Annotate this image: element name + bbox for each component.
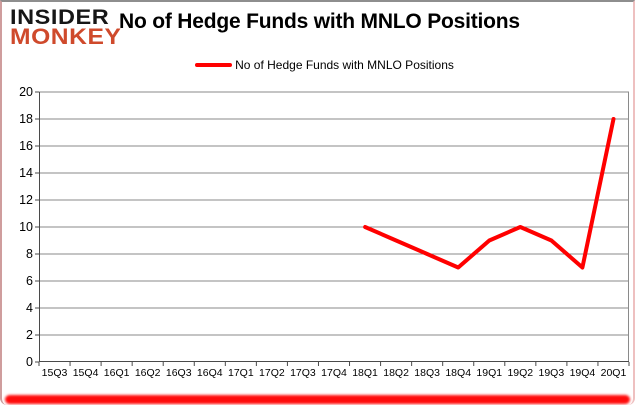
- x-tick-label: 15Q3: [41, 367, 68, 379]
- y-tick-label: 20: [19, 85, 33, 99]
- x-tick-label: 20Q1: [600, 367, 627, 379]
- insider-monkey-logo: INSIDER MONKEY: [10, 7, 121, 48]
- x-tick-label: 17Q4: [321, 367, 347, 379]
- y-tick-label: 18: [19, 112, 33, 126]
- logo-insider-text: INSIDER: [10, 6, 110, 29]
- x-tick-label: 19Q1: [476, 367, 503, 379]
- y-tick-label: 2: [26, 328, 33, 342]
- x-tick-label: 17Q2: [259, 367, 285, 379]
- y-tick-label: 10: [19, 220, 33, 234]
- y-tick-label: 4: [26, 301, 33, 315]
- x-tick-label: 19Q3: [538, 367, 565, 379]
- x-tick-label: 16Q3: [165, 367, 192, 379]
- x-tick-label: 19Q2: [507, 367, 534, 379]
- x-axis-labels: 15Q3 15Q4 16Q1 16Q2 16Q3 16Q4 17Q1 17Q2 17Q3 17Q4…: [39, 368, 629, 382]
- legend-line-marker: [195, 63, 233, 67]
- x-tick-label: 16Q1: [103, 367, 130, 379]
- x-tick-label: 17Q3: [290, 367, 316, 379]
- x-tick-label: 18Q1: [352, 367, 378, 379]
- y-tick-label: 6: [26, 274, 33, 288]
- y-axis-labels: 0 2 4 6 8 10 12 14 16 18 20: [2, 86, 33, 368]
- x-tick-label: 15Q4: [72, 367, 99, 379]
- series-line: [363, 117, 616, 270]
- y-tick-label: 16: [19, 139, 33, 153]
- logo-monkey-text: MONKEY: [10, 24, 122, 50]
- x-tick-label: 18Q3: [414, 367, 440, 379]
- chart-title: No of Hedge Funds with MNLO Positions: [119, 10, 520, 33]
- legend-label: No of Hedge Funds with MNLO Positions: [235, 58, 454, 72]
- x-tick-label: 16Q4: [196, 367, 223, 379]
- x-tick-label: 17Q1: [227, 367, 254, 379]
- frame-bottom-accent: [5, 395, 630, 404]
- y-tick-label: 0: [26, 355, 33, 369]
- legend: No of Hedge Funds with MNLO Positions: [2, 57, 633, 73]
- y-tick-label: 12: [19, 193, 33, 207]
- x-tick-label: 18Q2: [383, 367, 409, 379]
- line-chart-canvas: [35, 91, 630, 366]
- y-tick-label: 14: [19, 166, 33, 180]
- x-tick-label: 18Q4: [445, 367, 472, 379]
- x-tick-label: 19Q4: [569, 367, 596, 379]
- x-tick-label: 16Q2: [134, 367, 161, 379]
- y-tick-label: 8: [26, 247, 33, 261]
